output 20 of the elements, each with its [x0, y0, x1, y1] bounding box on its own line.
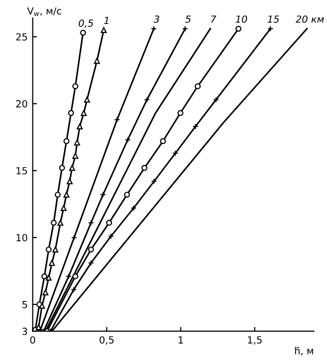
x-tick-label: 0,5	[100, 336, 114, 345]
series-label: 1	[104, 16, 108, 24]
x-tick-label: 0	[30, 336, 36, 344]
x-axis-title: h̄, м	[295, 346, 314, 356]
series-label: 10	[236, 15, 248, 23]
series-label: 0,5	[78, 19, 94, 28]
y-tick-label: 3	[22, 328, 28, 336]
series-label: 20 км	[296, 15, 324, 23]
y-axis-title: V$_{w}$, м/с	[27, 7, 62, 16]
x-tick-label: 1	[178, 336, 183, 344]
series-label: 15	[268, 16, 280, 23]
series-label: 5	[185, 16, 191, 23]
y-tick-label: 5	[22, 301, 27, 308]
series-label: 7	[211, 16, 216, 23]
y-tick-label: 10	[16, 234, 28, 242]
x-tick-label: 1,5	[248, 336, 262, 345]
y-tick-label: 15	[16, 167, 27, 174]
y-tick-label: 25	[16, 33, 27, 41]
y-tick-label: 20	[16, 100, 28, 108]
series-label: 3	[154, 15, 160, 23]
